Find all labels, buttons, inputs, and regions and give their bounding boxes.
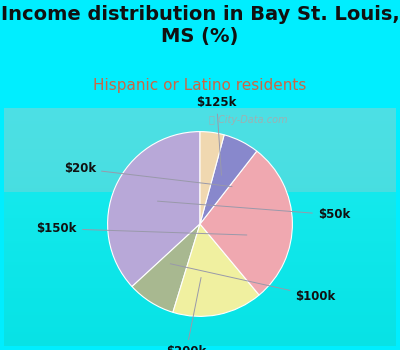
Text: $50k: $50k <box>158 201 350 221</box>
Text: ⎙ City-Data.com: ⎙ City-Data.com <box>209 116 288 125</box>
Wedge shape <box>173 224 259 316</box>
Text: Hispanic or Latino residents: Hispanic or Latino residents <box>93 78 307 93</box>
Text: $100k: $100k <box>170 264 336 302</box>
Wedge shape <box>200 135 257 224</box>
Text: $20k: $20k <box>64 162 232 187</box>
Wedge shape <box>132 224 200 312</box>
Text: $125k: $125k <box>196 96 237 175</box>
Wedge shape <box>200 132 224 224</box>
Wedge shape <box>108 132 200 287</box>
Text: $150k: $150k <box>36 222 247 235</box>
Text: $200k: $200k <box>166 278 206 350</box>
Text: Income distribution in Bay St. Louis,
MS (%): Income distribution in Bay St. Louis, MS… <box>1 6 399 47</box>
Wedge shape <box>200 151 292 295</box>
